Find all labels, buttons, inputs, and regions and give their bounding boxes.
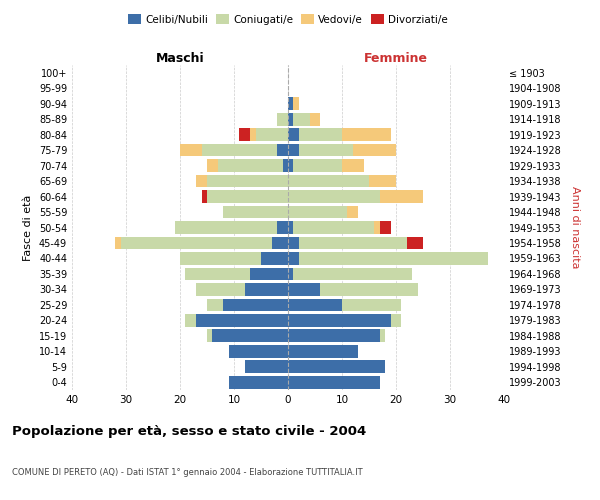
Bar bbox=[288, 190, 380, 203]
Bar bbox=[202, 190, 207, 203]
Bar bbox=[310, 113, 320, 126]
Bar bbox=[299, 236, 407, 250]
Bar bbox=[207, 298, 223, 311]
Bar bbox=[347, 206, 358, 218]
Bar bbox=[283, 159, 288, 172]
Bar bbox=[299, 144, 353, 156]
Bar bbox=[320, 283, 418, 296]
Bar bbox=[353, 144, 396, 156]
Bar bbox=[256, 128, 288, 141]
Bar bbox=[288, 298, 342, 311]
Bar bbox=[369, 174, 396, 188]
Bar bbox=[288, 174, 369, 188]
Bar bbox=[288, 283, 320, 296]
Bar bbox=[288, 345, 358, 358]
Bar bbox=[288, 236, 299, 250]
Bar bbox=[196, 314, 288, 326]
Text: Maschi: Maschi bbox=[155, 52, 205, 65]
Bar bbox=[288, 360, 385, 373]
Bar bbox=[261, 252, 288, 265]
Bar bbox=[288, 128, 299, 141]
Bar bbox=[380, 221, 391, 234]
Bar bbox=[207, 330, 212, 342]
Bar bbox=[218, 159, 283, 172]
Bar bbox=[250, 128, 256, 141]
Bar bbox=[207, 174, 288, 188]
Bar bbox=[245, 283, 288, 296]
Bar bbox=[229, 376, 288, 388]
Bar bbox=[202, 144, 277, 156]
Bar bbox=[374, 221, 380, 234]
Bar bbox=[288, 144, 299, 156]
Bar bbox=[288, 268, 293, 280]
Bar bbox=[288, 159, 293, 172]
Bar bbox=[175, 221, 277, 234]
Bar bbox=[342, 128, 391, 141]
Bar bbox=[288, 206, 347, 218]
Bar bbox=[293, 221, 374, 234]
Bar bbox=[288, 252, 299, 265]
Bar bbox=[342, 159, 364, 172]
Bar bbox=[245, 360, 288, 373]
Bar bbox=[288, 314, 391, 326]
Bar bbox=[180, 252, 261, 265]
Bar bbox=[288, 113, 293, 126]
Bar bbox=[293, 98, 299, 110]
Bar bbox=[288, 376, 380, 388]
Bar bbox=[380, 330, 385, 342]
Bar bbox=[185, 314, 196, 326]
Bar bbox=[293, 268, 412, 280]
Bar bbox=[229, 345, 288, 358]
Bar bbox=[223, 206, 288, 218]
Bar bbox=[272, 236, 288, 250]
Bar bbox=[293, 113, 310, 126]
Bar bbox=[407, 236, 423, 250]
Bar bbox=[239, 128, 250, 141]
Bar bbox=[288, 330, 380, 342]
Bar bbox=[180, 144, 202, 156]
Bar bbox=[121, 236, 272, 250]
Bar bbox=[223, 298, 288, 311]
Bar bbox=[342, 298, 401, 311]
Bar bbox=[299, 252, 488, 265]
Bar bbox=[115, 236, 121, 250]
Bar bbox=[250, 268, 288, 280]
Bar bbox=[185, 268, 250, 280]
Y-axis label: Anni di nascita: Anni di nascita bbox=[570, 186, 580, 269]
Text: Popolazione per età, sesso e stato civile - 2004: Popolazione per età, sesso e stato civil… bbox=[12, 425, 366, 438]
Text: COMUNE DI PERETO (AQ) - Dati ISTAT 1° gennaio 2004 - Elaborazione TUTTITALIA.IT: COMUNE DI PERETO (AQ) - Dati ISTAT 1° ge… bbox=[12, 468, 362, 477]
Bar bbox=[288, 98, 293, 110]
Bar bbox=[212, 330, 288, 342]
Text: Femmine: Femmine bbox=[364, 52, 428, 65]
Bar bbox=[207, 190, 288, 203]
Y-axis label: Fasce di età: Fasce di età bbox=[23, 194, 33, 260]
Bar bbox=[277, 113, 288, 126]
Bar bbox=[391, 314, 401, 326]
Legend: Celibi/Nubili, Coniugati/e, Vedovi/e, Divorziati/e: Celibi/Nubili, Coniugati/e, Vedovi/e, Di… bbox=[124, 10, 452, 29]
Bar bbox=[207, 159, 218, 172]
Bar bbox=[196, 283, 245, 296]
Bar bbox=[293, 159, 342, 172]
Bar bbox=[299, 128, 342, 141]
Bar bbox=[277, 221, 288, 234]
Bar bbox=[196, 174, 207, 188]
Bar bbox=[288, 221, 293, 234]
Bar bbox=[277, 144, 288, 156]
Bar bbox=[380, 190, 423, 203]
